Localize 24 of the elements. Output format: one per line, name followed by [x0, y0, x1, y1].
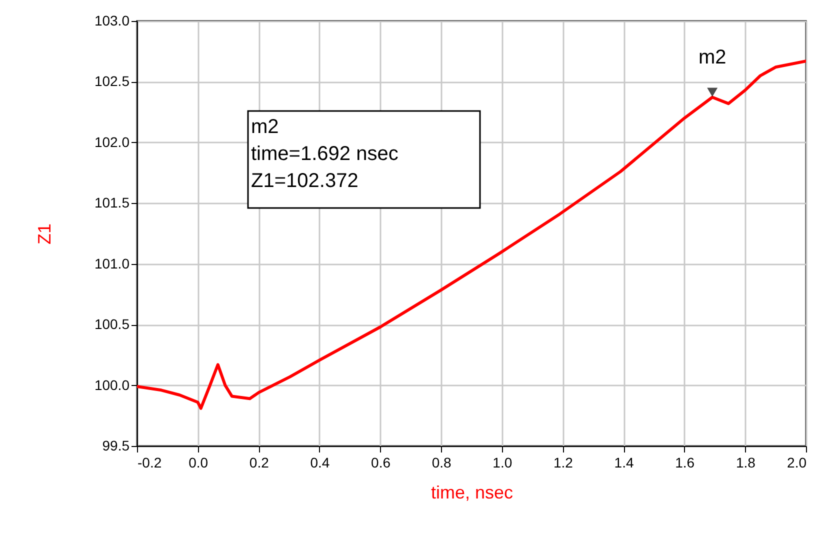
y-tick-label: 101.0 — [94, 255, 130, 272]
x-tick-label: -0.2 — [138, 454, 162, 470]
x-tick-label: 0.6 — [371, 454, 391, 470]
x-tick-label: 0.2 — [249, 454, 270, 470]
annotation: m2 — [698, 46, 726, 68]
y-tick-label: 101.5 — [94, 194, 130, 211]
y-tick-label: 100.5 — [94, 316, 130, 332]
annotation: m2 time=1.692 nsec Z1=102.372 — [251, 116, 398, 192]
x-tick-label: 0.0 — [188, 454, 208, 470]
x-tick-label: 0.4 — [310, 454, 330, 470]
y-tick-label: 102.5 — [94, 73, 130, 90]
y-tick-label: 100.0 — [94, 376, 130, 393]
x-tick-label: 2.0 — [787, 454, 807, 470]
x-axis-title: time, nsec — [430, 482, 514, 502]
x-tick-label: 1.4 — [614, 454, 634, 470]
x-tick-label: 1.2 — [553, 454, 574, 470]
y-axis-title: Z1 — [34, 223, 54, 245]
x-tick-label: 1.0 — [492, 454, 512, 470]
y-tick-label: 103.0 — [94, 12, 130, 28]
x-tick-label: 0.8 — [432, 454, 452, 470]
x-tick-label: 1.8 — [736, 454, 756, 470]
y-tick-label: 99.5 — [102, 438, 130, 454]
x-tick-label: 1.6 — [675, 454, 695, 470]
y-tick-label: 102.0 — [94, 134, 130, 150]
